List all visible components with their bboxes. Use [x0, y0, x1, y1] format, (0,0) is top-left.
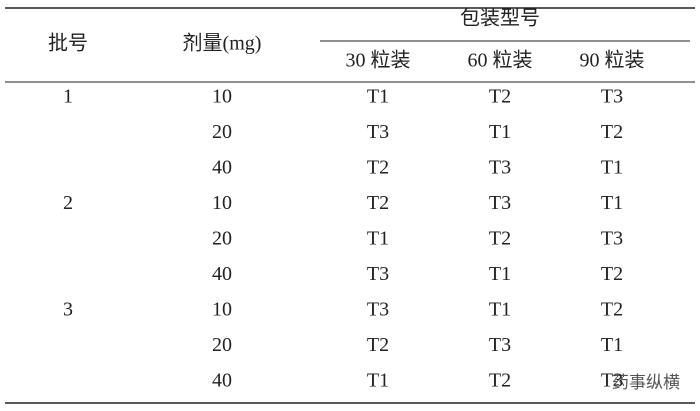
pack-cell: T1 — [367, 86, 389, 108]
dose-cell: 20 — [212, 334, 232, 356]
pack-cell: T1 — [489, 263, 511, 285]
pack-cell: T1 — [601, 334, 623, 356]
pack-cell: T3 — [367, 121, 389, 143]
pack-cell: T3 — [489, 157, 511, 179]
pack-cell: T2 — [367, 157, 389, 179]
dose-cell: 40 — [212, 263, 232, 285]
pack-cell: T1 — [367, 228, 389, 250]
dose-cell: 10 — [212, 299, 232, 321]
pack-cell: T3 — [601, 370, 623, 392]
header-dose: 剂量(mg) — [183, 32, 262, 55]
pack-cell: T2 — [367, 334, 389, 356]
pack-cell: T2 — [489, 86, 511, 108]
pack-cell: T2 — [489, 228, 511, 250]
dose-cell: 20 — [212, 121, 232, 143]
batch-label: 2 — [63, 192, 73, 214]
dose-cell: 10 — [212, 192, 232, 214]
pack-cell: T1 — [489, 299, 511, 321]
dose-cell: 10 — [212, 86, 232, 108]
pack-cell: T1 — [601, 157, 623, 179]
pack-cell: T3 — [489, 334, 511, 356]
pack-cell: T2 — [367, 192, 389, 214]
pack-cell: T1 — [489, 121, 511, 143]
batch-label: 1 — [63, 86, 73, 108]
pack-cell: T3 — [367, 299, 389, 321]
pack-cell: T3 — [489, 192, 511, 214]
pack-cell: T2 — [601, 263, 623, 285]
pack-cell: T2 — [601, 121, 623, 143]
pack-cell: T2 — [489, 370, 511, 392]
dose-cell: 20 — [212, 228, 232, 250]
header-pack: 60 粒装 — [468, 49, 533, 72]
header-group: 包装型号 — [460, 7, 540, 30]
header-pack: 90 粒装 — [580, 49, 645, 72]
header-batch: 批号 — [48, 32, 88, 55]
watermark: 药事纵横 — [612, 373, 680, 393]
pack-cell: T1 — [367, 370, 389, 392]
pack-cell: T3 — [601, 86, 623, 108]
dose-cell: 40 — [212, 157, 232, 179]
pack-cell: T2 — [601, 299, 623, 321]
pack-cell: T3 — [367, 263, 389, 285]
pack-cell: T3 — [601, 228, 623, 250]
pack-cell: T1 — [601, 192, 623, 214]
batch-label: 3 — [63, 299, 73, 321]
header-pack: 30 粒装 — [346, 49, 411, 72]
dose-cell: 40 — [212, 370, 232, 392]
